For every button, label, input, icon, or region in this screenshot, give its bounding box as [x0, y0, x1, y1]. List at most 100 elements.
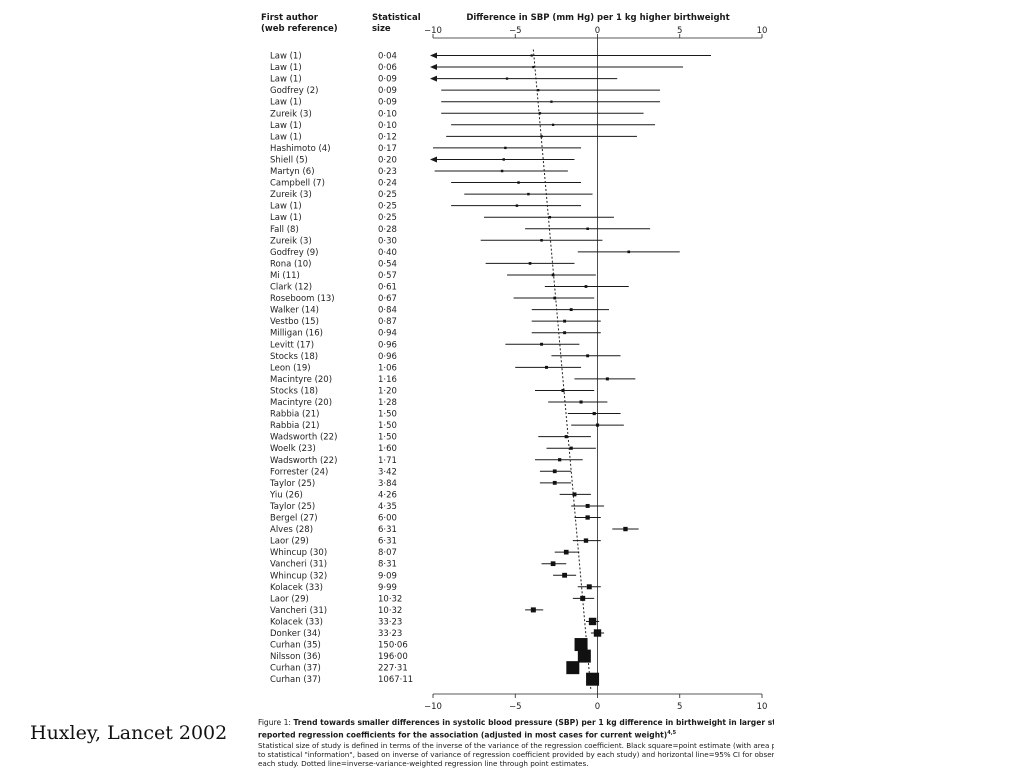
- point-estimate: [593, 629, 602, 637]
- point-estimate: [586, 584, 592, 590]
- point-estimate: [577, 649, 591, 663]
- study-author: Donker (34): [270, 629, 321, 639]
- point-estimate: [564, 435, 568, 439]
- point-estimate: [563, 319, 567, 323]
- point-estimate: [558, 458, 562, 462]
- study-size: 8·31: [378, 560, 397, 570]
- study-author: Stocks (18): [270, 386, 318, 396]
- study-author: Law (1): [270, 75, 302, 85]
- caption-note-3: each study. Dotted line=inverse-variance…: [258, 759, 589, 768]
- study-author: Laor (29): [270, 537, 309, 547]
- study-size: 4·35: [378, 502, 397, 512]
- study-author: Law (1): [270, 132, 302, 142]
- study-author: Whincup (32): [270, 571, 327, 581]
- study-size: 6·31: [378, 525, 397, 535]
- regression-line: [532, 49, 592, 691]
- study-size: 0·84: [378, 306, 397, 316]
- study-size: 0·96: [378, 352, 397, 362]
- study-size: 0·04: [378, 52, 397, 62]
- point-estimate: [562, 572, 568, 578]
- study-size: 1·06: [378, 363, 397, 373]
- point-estimate: [530, 607, 536, 613]
- point-estimate: [585, 515, 590, 520]
- study-size: 1·28: [378, 398, 397, 408]
- study-author: Law (1): [270, 98, 302, 108]
- study-size: 0·12: [378, 132, 397, 142]
- caption-title-sup: 4,5: [667, 730, 677, 736]
- study-author: Roseboom (13): [270, 294, 335, 304]
- study-author: Macintyre (20): [270, 375, 332, 385]
- header-size-line1: Statistical: [372, 13, 421, 23]
- ci-arrow-left: [430, 156, 437, 163]
- study-size: 0·94: [378, 329, 397, 339]
- study-size: 1·16: [378, 375, 397, 385]
- point-estimate: [579, 400, 583, 404]
- study-size: 0·10: [378, 121, 397, 131]
- study-author: Woelk (23): [270, 444, 316, 454]
- ci-arrow-left: [430, 52, 437, 59]
- study-size: 1·71: [378, 456, 397, 466]
- study-size: 1067·11: [378, 675, 413, 685]
- study-size: 0·67: [378, 294, 397, 304]
- study-size: 0·09: [378, 98, 397, 108]
- study-author: Whincup (30): [270, 548, 327, 558]
- study-author: Bergel (27): [270, 514, 318, 524]
- point-estimate: [561, 388, 565, 392]
- point-estimate: [566, 661, 580, 675]
- header-author-line1: First author: [261, 13, 319, 23]
- caption-title-line: Figure 1: Trend towards smaller differen…: [258, 718, 774, 728]
- study-author: Milligan (16): [270, 329, 323, 339]
- point-estimate: [586, 227, 589, 230]
- point-estimate: [540, 135, 543, 138]
- point-estimate: [515, 204, 519, 207]
- study-author: Law (1): [270, 213, 302, 223]
- point-estimate: [563, 549, 569, 555]
- study-size: 0·61: [378, 283, 397, 293]
- point-estimate: [551, 123, 555, 126]
- study-author: Godfrey (2): [270, 86, 319, 96]
- study-author: Nilsson (36): [270, 652, 321, 662]
- study-author: Yiu (26): [269, 490, 303, 500]
- study-author: Zureik (3): [270, 190, 312, 200]
- study-author: Leon (19): [270, 363, 311, 373]
- study-size: 0·28: [378, 225, 397, 235]
- study-size: 1·50: [378, 421, 397, 431]
- study-author: Campbell (7): [270, 179, 325, 189]
- study-size: 33·23: [378, 629, 402, 639]
- study-size: 8·07: [378, 548, 397, 558]
- study-author: Vancheri (31): [270, 560, 327, 570]
- study-size: 0·06: [378, 63, 397, 73]
- study-size: 0·23: [378, 167, 397, 177]
- caption-note-2: to statistical "information", based on i…: [258, 749, 774, 759]
- point-estimate: [540, 342, 544, 346]
- point-estimate: [537, 89, 540, 92]
- study-author: Curhan (37): [270, 664, 321, 674]
- study-size: 0·57: [378, 271, 397, 281]
- study-size: 0·40: [378, 248, 397, 258]
- study-author: Kolacek (33): [270, 583, 323, 593]
- study-size: 0·09: [378, 75, 397, 85]
- study-author: Macintyre (20): [270, 398, 332, 408]
- study-size: 227·31: [378, 664, 408, 674]
- point-estimate: [527, 192, 530, 196]
- study-author: Fall (8): [270, 225, 299, 235]
- study-author: Wadsworth (22): [270, 433, 337, 443]
- point-estimate: [538, 112, 542, 115]
- study-author: Taylor (25): [269, 479, 315, 489]
- point-estimate: [580, 595, 586, 601]
- point-estimate: [605, 377, 609, 381]
- point-estimate: [592, 411, 596, 416]
- study-author: Vestbo (15): [270, 317, 319, 327]
- study-author: Curhan (35): [270, 641, 321, 651]
- header-size-line2: size: [372, 24, 391, 34]
- caption-title-line2: reported regression coefficients for the…: [258, 728, 774, 741]
- study-size: 3·84: [378, 479, 397, 489]
- axis-title: Difference in SBP (mm Hg) per 1 kg highe…: [466, 13, 729, 23]
- point-estimate: [500, 169, 504, 173]
- study-size: 6·31: [378, 537, 397, 547]
- study-rows: Law (1) 0·04 Law (1) 0·06 Law (1) 0·09 Godfrey…: [269, 52, 413, 686]
- study-author: Forrester (24): [270, 467, 328, 477]
- point-estimate: [532, 65, 535, 69]
- study-size: 3·42: [378, 467, 397, 477]
- study-size: 0·30: [378, 236, 397, 246]
